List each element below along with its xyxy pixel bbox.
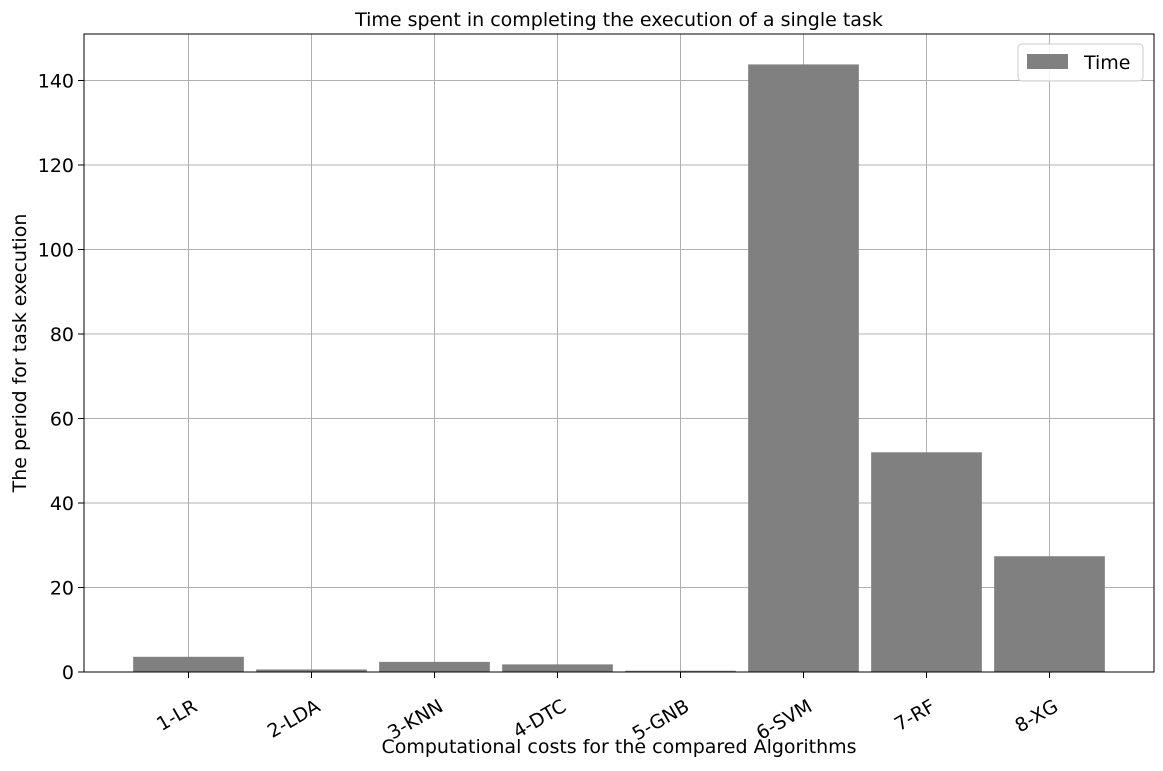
y-tick-label: 100 — [38, 239, 74, 261]
bars-layer — [133, 64, 1105, 672]
x-tick-label: 1-LR — [153, 695, 201, 735]
y-tick-label: 140 — [38, 70, 74, 92]
bar-1-lr — [133, 656, 244, 672]
bar-5-gnb — [625, 670, 736, 672]
y-axis-label: The period for task execution — [9, 214, 31, 494]
y-tick-label: 80 — [50, 324, 74, 346]
bar-8-xg — [994, 556, 1105, 672]
bar-3-knn — [379, 661, 490, 672]
bar-7-rf — [871, 452, 982, 672]
x-tick-label: 2-LDA — [264, 695, 324, 742]
legend-label: Time — [1083, 52, 1131, 74]
plot-frame — [83, 33, 1155, 673]
legend-box — [1017, 43, 1144, 82]
x-axis-label: Computational costs for the compared Alg… — [381, 736, 856, 758]
x-tick-label: 8-XG — [1011, 695, 1062, 737]
y-tick-label: 20 — [50, 577, 74, 599]
bar-4-dtc — [502, 664, 613, 672]
y-tick-label: 120 — [38, 155, 74, 177]
grid-layer — [84, 34, 1154, 673]
y-tick-label: 60 — [50, 408, 74, 430]
bar-6-svm — [748, 64, 859, 672]
bar-2-lda — [256, 669, 367, 672]
legend: Time — [1017, 43, 1144, 82]
chart-title: Time spent in completing the execution o… — [354, 9, 883, 31]
y-tick-label: 0 — [62, 662, 74, 684]
legend-swatch — [1027, 54, 1068, 69]
x-tick-label: 7-RF — [891, 695, 939, 736]
y-tick-label: 40 — [50, 493, 74, 515]
